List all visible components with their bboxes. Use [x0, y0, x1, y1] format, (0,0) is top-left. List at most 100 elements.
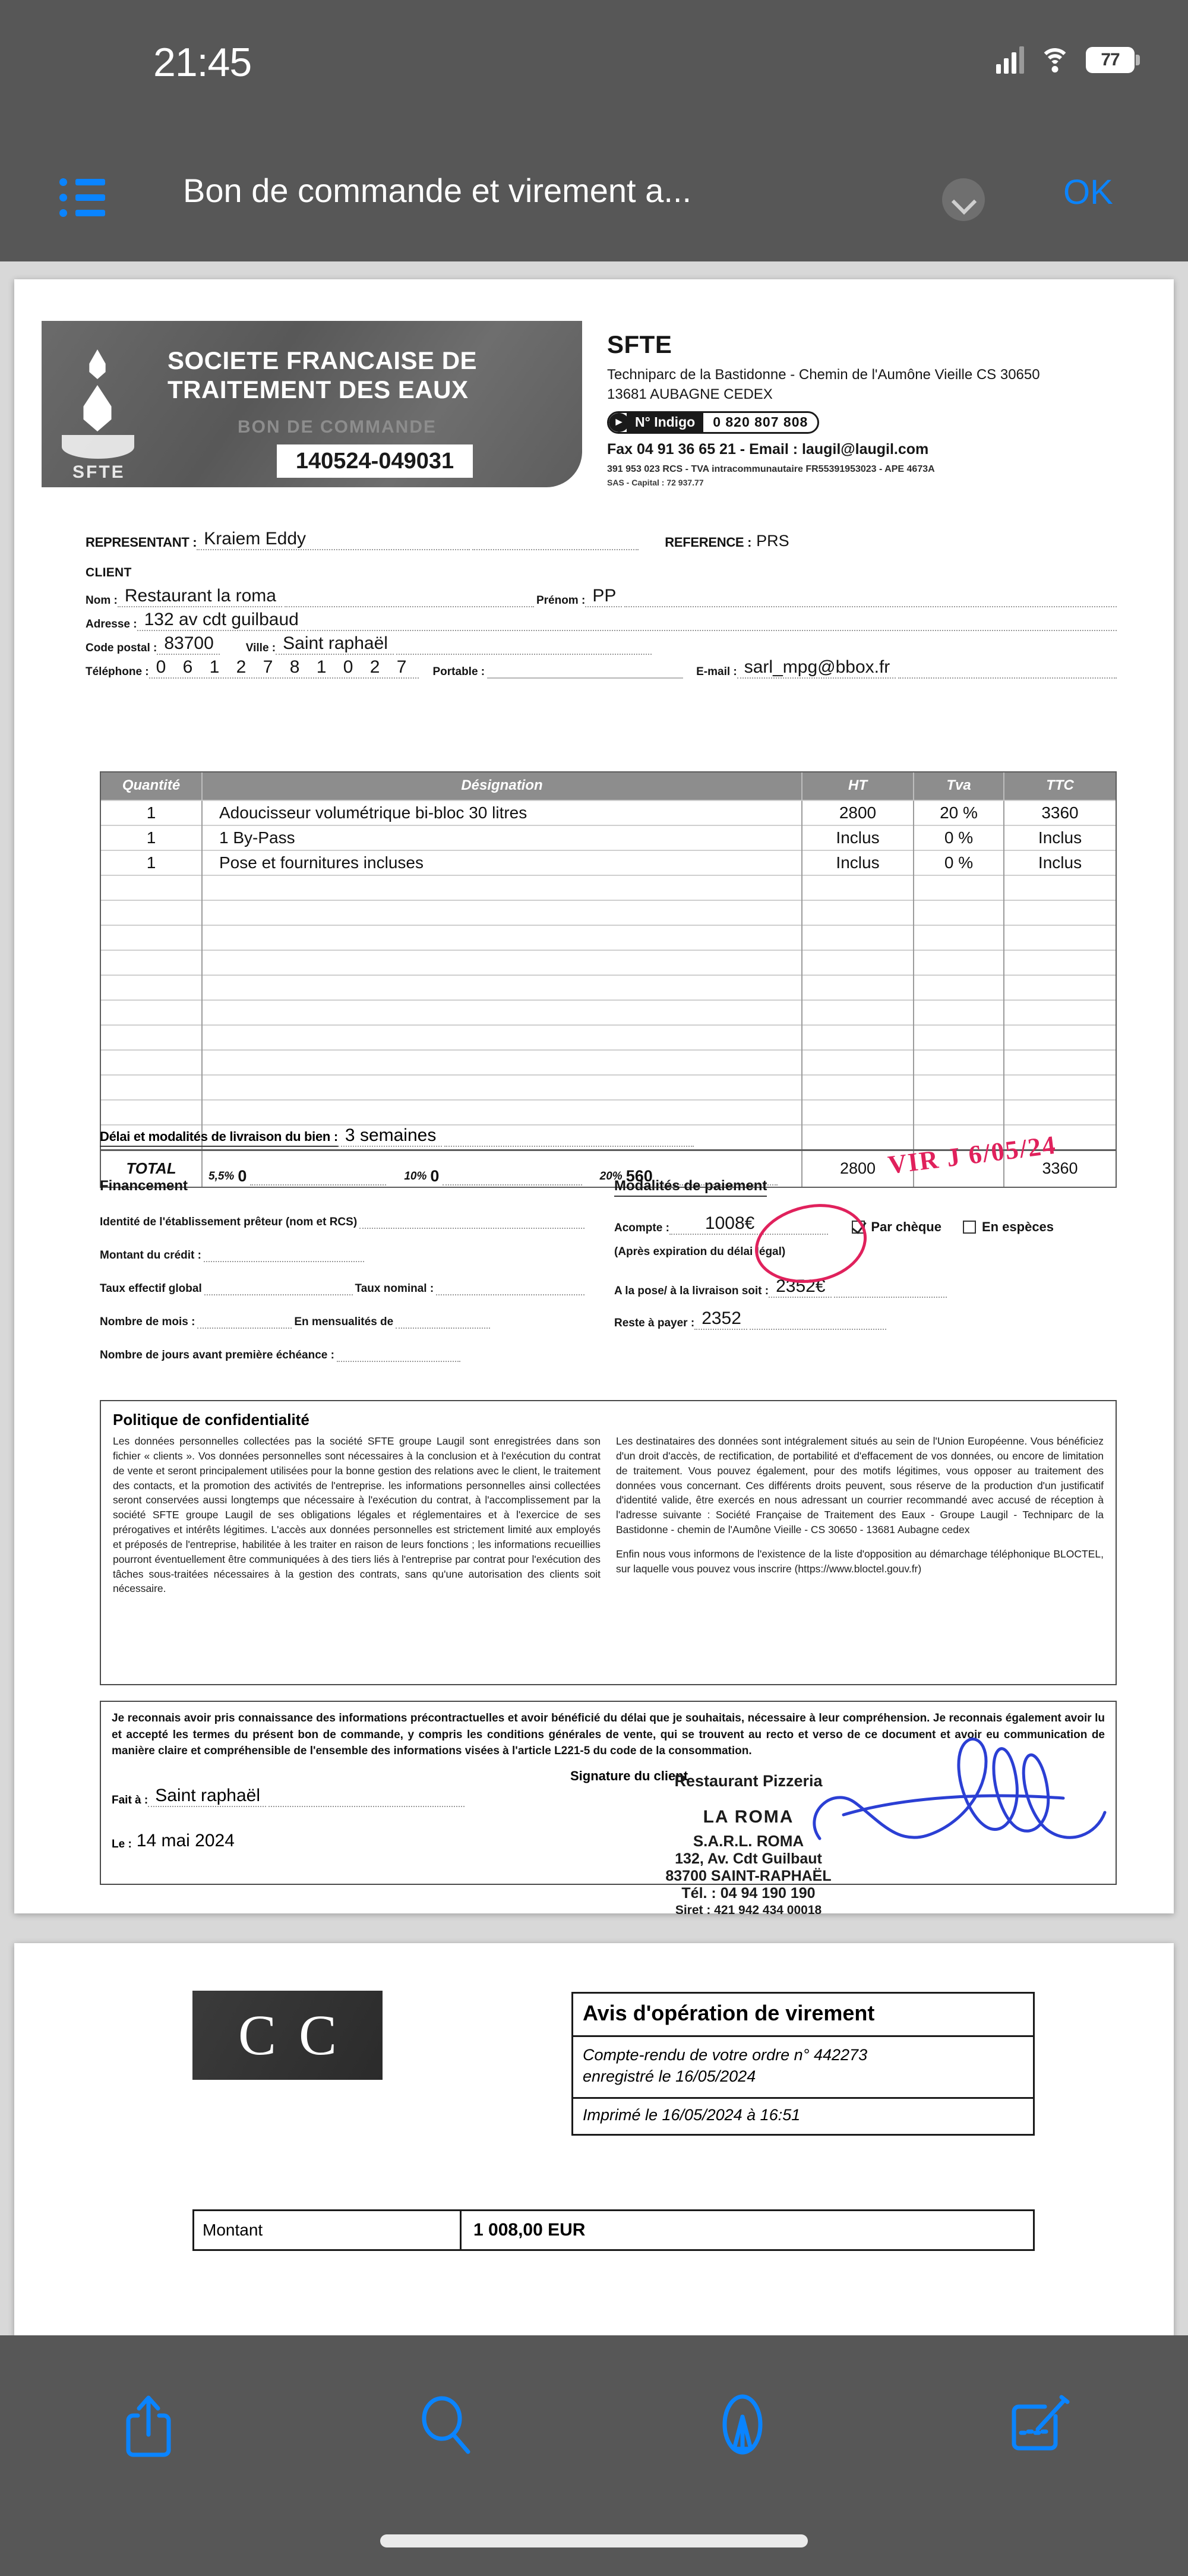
acompte-label: Acompte : [614, 1222, 669, 1234]
search-icon[interactable] [297, 2392, 594, 2457]
nav-bar [0, 113, 1188, 261]
portable-label: Portable : [432, 666, 485, 678]
indigo-phone-badge: ► N° Indigo 0 820 807 808 [607, 411, 820, 434]
done-button[interactable]: OK [1063, 173, 1113, 212]
col-tva: Tva [914, 773, 1004, 800]
client-telephone-row: Téléphone : 0 6 1 2 7 8 1 0 2 7 Portable… [86, 657, 1119, 679]
total-rate-3: 20% 560 [600, 1167, 795, 1185]
cell-tva: 20 % [914, 800, 1004, 825]
bottom-toolbar [0, 2335, 1188, 2576]
en-especes-checkbox[interactable]: En espèces [962, 1219, 1054, 1235]
items-table-header-row: Quantité Désignation HT Tva TTC [101, 773, 1116, 800]
bank-logo-letter-2: C [299, 2003, 337, 2067]
document-scroll-view[interactable]: SFTE SOCIETE FRANCAISE DE TRAITEMENT DES… [0, 261, 1188, 2395]
delivery-value[interactable]: 3 semaines [337, 1125, 443, 1147]
email-label: E-mail : [696, 666, 737, 678]
document-page-1[interactable]: SFTE SOCIETE FRANCAISE DE TRAITEMENT DES… [14, 279, 1174, 1917]
home-indicator [380, 2534, 808, 2547]
bank-logo: C C [192, 1991, 383, 2080]
telephone-label: Téléphone : [86, 666, 149, 678]
telephone-value[interactable]: 0 6 1 2 7 8 1 0 2 7 [148, 657, 419, 679]
amount-row: Montant 1 008,00 EUR [192, 2209, 1035, 2251]
representant-value[interactable]: Kraiem Eddy [197, 529, 470, 550]
company-fax-email: Fax 04 91 36 65 21 - Email : laugil@laug… [607, 441, 929, 458]
battery-percent: 77 [1101, 50, 1120, 70]
client-adresse-row: Adresse : 132 av cdt guilbaud [86, 610, 1119, 631]
par-cheque-checkbox[interactable]: Par chèque [852, 1219, 941, 1235]
financement-title: Financement [100, 1178, 188, 1194]
chevron-down-icon[interactable] [942, 178, 985, 221]
table-row: 1 Adoucisseur volumétrique bi-bloc 30 lit… [101, 800, 1116, 825]
adresse-label: Adresse : [86, 618, 137, 630]
delivery-row: Délai et modalités de livraison du bien … [100, 1125, 753, 1147]
amount-label: Montant [194, 2211, 462, 2249]
cell-designation: Adoucisseur volumétrique bi-bloc 30 litr… [202, 800, 802, 825]
transfer-notice-title: Avis d'opération de virement [573, 1994, 1033, 2037]
fait-a-value[interactable]: Saint raphaël [148, 1786, 267, 1808]
document-page-2[interactable]: C C Avis d'opération de virement Compte-… [14, 1943, 1174, 2395]
table-row-empty [101, 950, 1116, 975]
markup-pen-icon[interactable] [594, 2392, 891, 2457]
par-cheque-label: Par chèque [871, 1219, 941, 1234]
cell-ht: Inclus [802, 850, 914, 875]
total-ht: 2800 [802, 1149, 914, 1187]
checkbox-icon [852, 1221, 865, 1234]
stamp-line-7: Siret : 421 942 434 00018 [675, 1903, 822, 1917]
thumbnail-list-icon[interactable] [59, 178, 107, 217]
company-name: SFTE [607, 330, 672, 358]
col-ht: HT [802, 773, 914, 800]
stamp-line-6: Tél. : 04 94 190 190 [681, 1885, 816, 1902]
reste-row: Reste à payer : 2352 [614, 1309, 1119, 1330]
transfer-notice-box: Avis d'opération de virement Compte-rend… [571, 1992, 1035, 2136]
representant-label: REPRESENTANT : [86, 535, 197, 550]
share-icon[interactable] [0, 2392, 297, 2457]
cell-quantite: 1 [101, 800, 203, 825]
pose-row: A la pose/ à la livraison soit : 2352€ [614, 1276, 1119, 1298]
reference-value[interactable]: PRS [756, 532, 789, 550]
table-row-empty [101, 975, 1116, 1000]
reste-value[interactable]: 2352 [694, 1309, 747, 1330]
stamp-line-4: 132, Av. Cdt Guilbaut [675, 1850, 822, 1867]
code-postal-value[interactable]: 83700 [157, 633, 220, 655]
paiement-note: (Après expiration du délai légal) [614, 1246, 786, 1258]
fait-a-row: Fait à : Saint raphaël [112, 1786, 1105, 1808]
client-ville-row: Code postal : 83700 Ville : Saint raphaë… [86, 633, 1119, 655]
wifi-icon [1040, 48, 1070, 72]
financement-section: Financement Identité de l'établissement … [100, 1178, 587, 1377]
email-value[interactable]: sarl_mpg@bbox.fr [737, 657, 896, 679]
acknowledgement-text: Je reconnais avoir pris connaissance des… [112, 1712, 1105, 1758]
cell-ttc: Inclus [1004, 825, 1116, 850]
pose-value[interactable]: 2352€ [769, 1276, 832, 1298]
water-bowl-icon [62, 435, 134, 459]
transfer-printed-line: Imprimé le 16/05/2024 à 16:51 [583, 2105, 801, 2124]
stamp-line-3: S.A.R.L. ROMA [693, 1832, 804, 1850]
transfer-registered-line: enregistré le 16/05/2024 [583, 2067, 756, 2086]
status-bar-indicators: 77 [996, 46, 1140, 74]
financement-field-4: Nombre de mois : En mensualités de [100, 1311, 587, 1329]
le-value[interactable]: 14 mai 2024 [136, 1831, 235, 1851]
items-table: Quantité Désignation HT Tva TTC 1 Adoucis… [100, 771, 1117, 1188]
table-row-empty [101, 999, 1116, 1025]
acknowledgement-box: Je reconnais avoir pris connaissance des… [100, 1701, 1117, 1917]
total-label: TOTAL [101, 1149, 203, 1187]
client-nom-row: Nom : Restaurant la roma Prénom : PP [86, 586, 1119, 607]
paiement-section: Modalités de paiement Acompte : 1008€ Pa… [614, 1178, 1119, 1341]
nom-value[interactable]: Restaurant la roma [117, 586, 282, 607]
privacy-policy-right-column: Les destinataires des données sont intég… [616, 1435, 1104, 1575]
battery-icon: 77 [1086, 47, 1140, 73]
table-row-empty [101, 900, 1116, 925]
order-form-fields: REPRESENTANT : Kraiem Eddy REFERENCE : P… [86, 529, 1119, 681]
nom-label: Nom : [86, 594, 118, 607]
code-postal-label: Code postal : [86, 642, 157, 654]
table-row: 1 Pose et fournitures incluses Inclus 0 % In… [101, 850, 1116, 875]
delivery-label: Délai et modalités de livraison du bien … [100, 1129, 338, 1147]
acompte-value[interactable]: 1008€ [669, 1213, 761, 1235]
cell-ht: Inclus [802, 825, 914, 850]
ville-value[interactable]: Saint raphaël [276, 633, 394, 655]
indigo-label: N° Indigo [627, 413, 704, 433]
signature-icon[interactable] [891, 2392, 1188, 2457]
cell-tva: 0 % [914, 850, 1004, 875]
acompte-row: Acompte : 1008€ Par chèque En espèces [614, 1213, 1119, 1235]
prenom-value[interactable]: PP [585, 586, 623, 607]
adresse-value[interactable]: 132 av cdt guilbaud [137, 610, 305, 631]
